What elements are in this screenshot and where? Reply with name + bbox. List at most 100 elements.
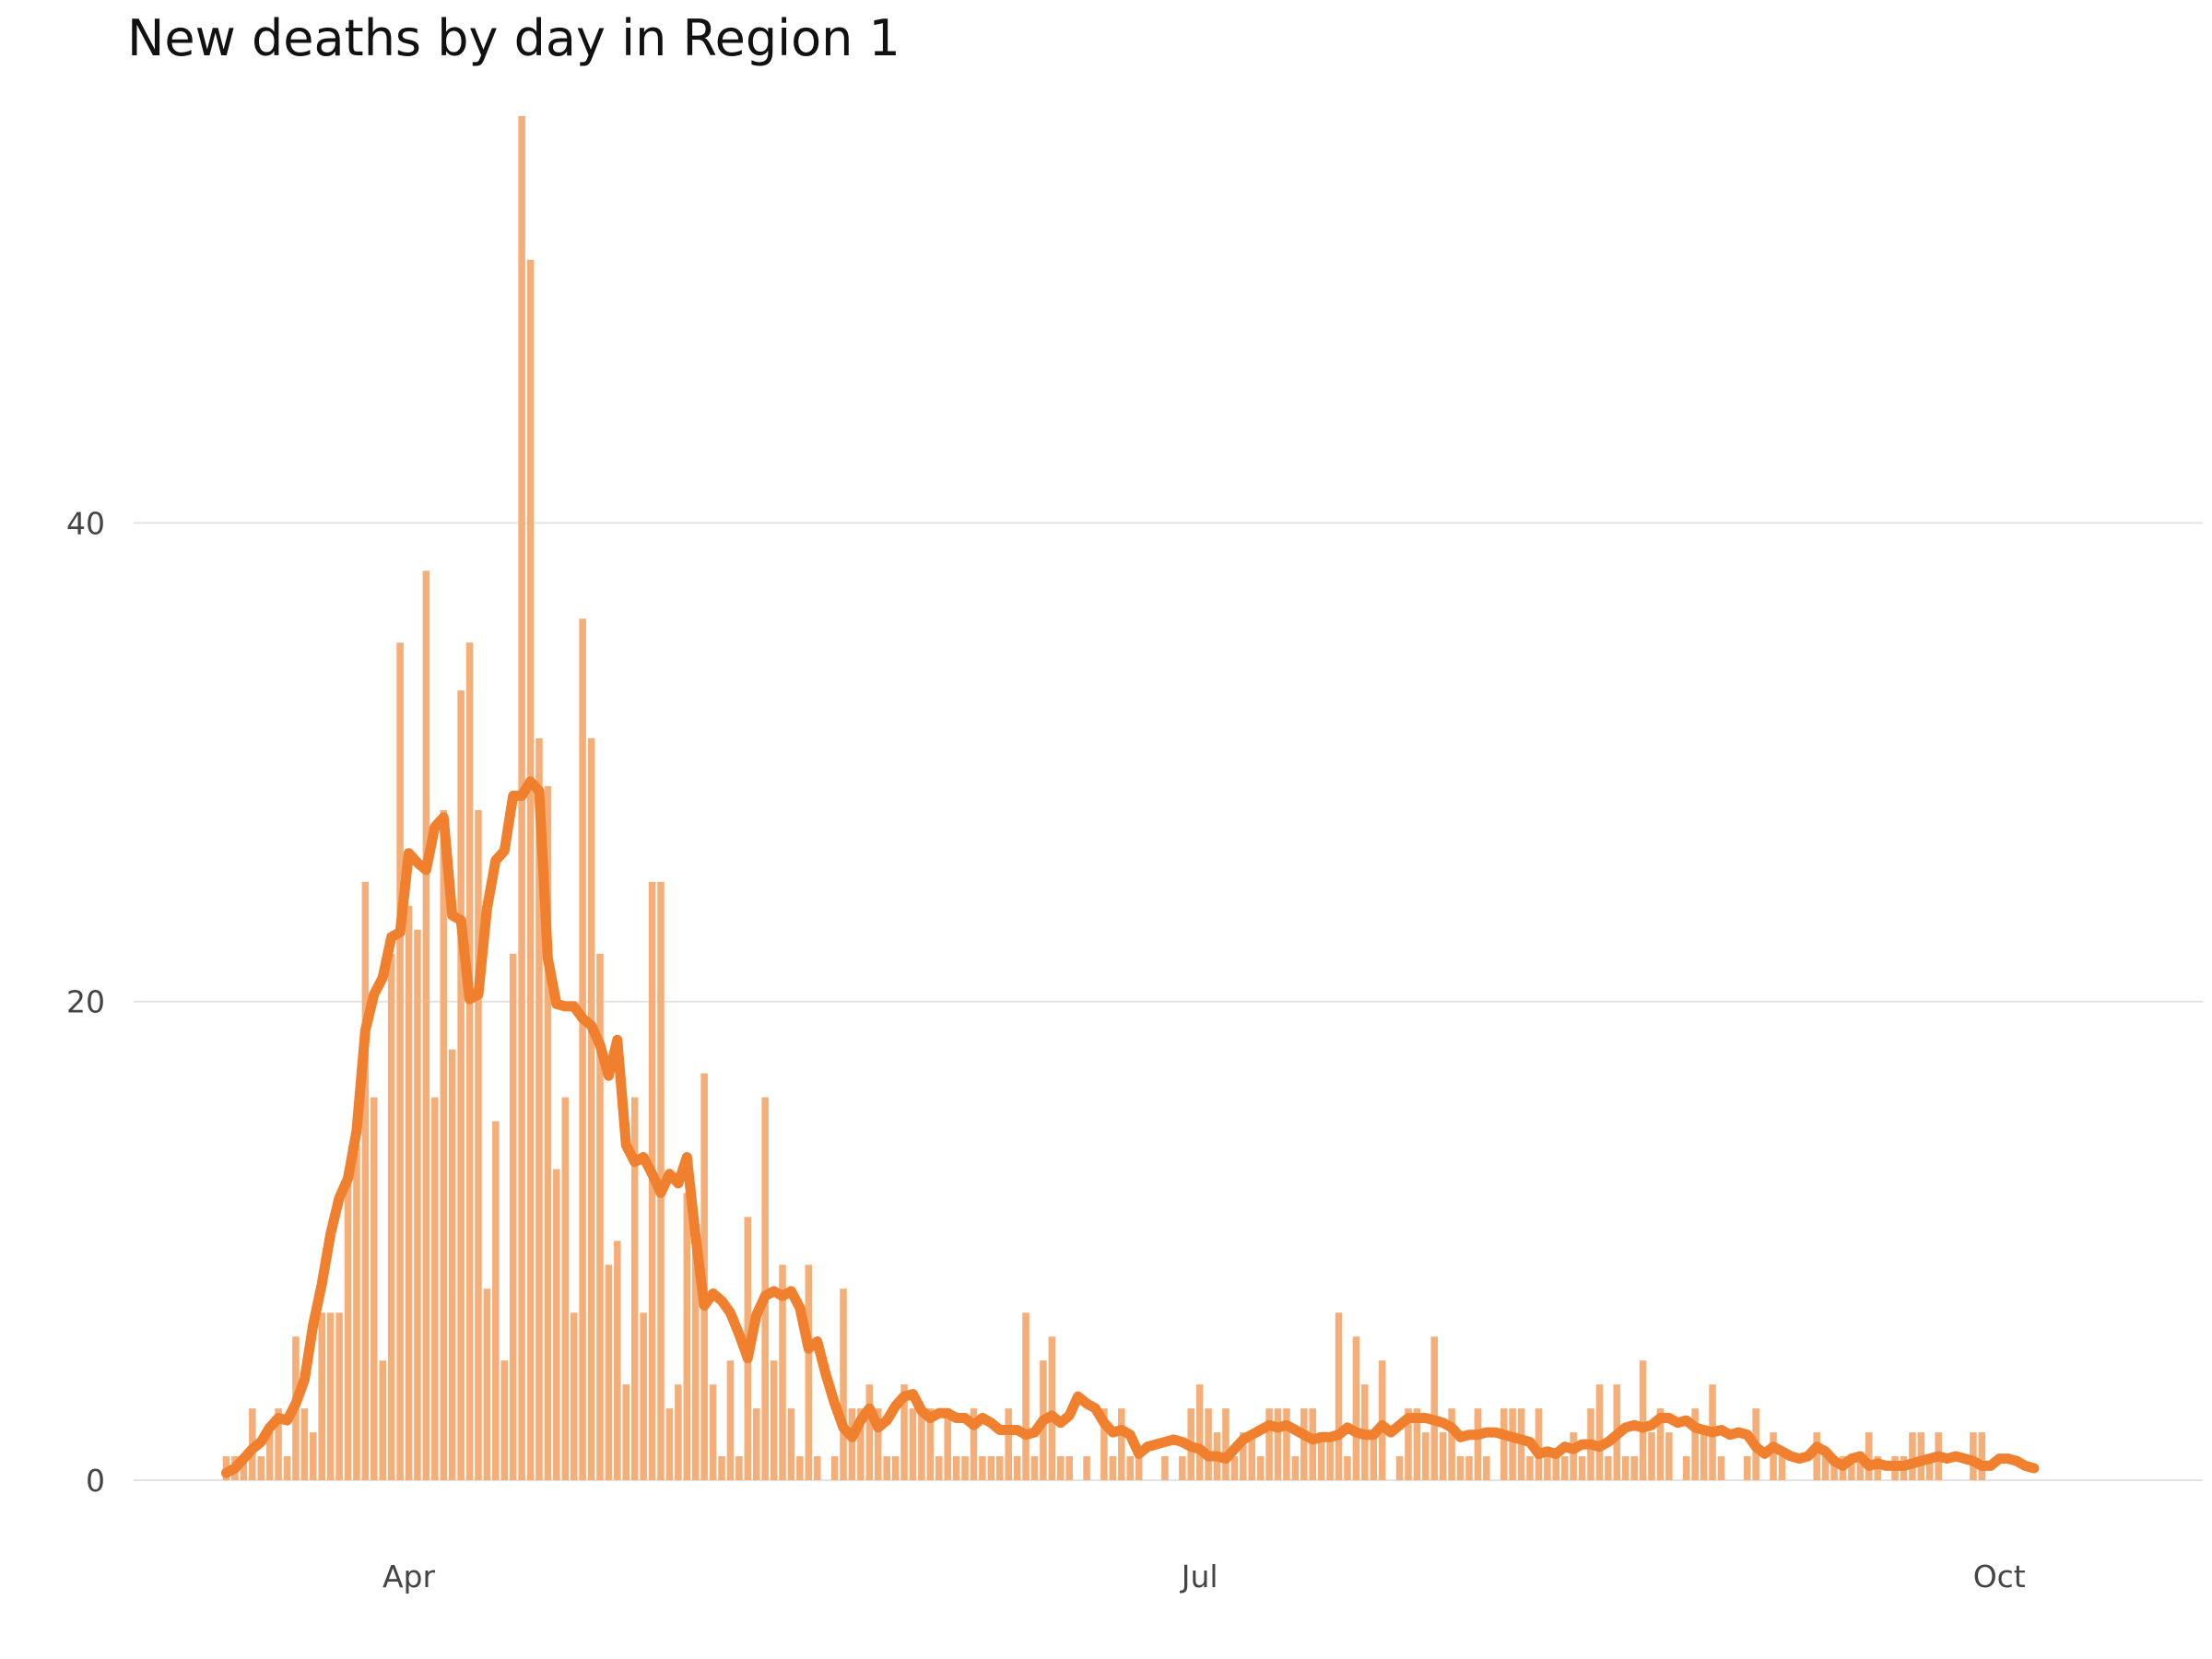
bar-36 bbox=[535, 738, 543, 1480]
rolling-average-line bbox=[221, 776, 2040, 1478]
bar-13 bbox=[335, 1312, 343, 1480]
bar-153 bbox=[1552, 1456, 1560, 1480]
bar-6 bbox=[275, 1408, 282, 1480]
bar-99 bbox=[1083, 1456, 1090, 1480]
bar-179 bbox=[1778, 1456, 1786, 1480]
bar-130 bbox=[1352, 1336, 1360, 1480]
bar-76 bbox=[883, 1456, 890, 1480]
bar-92 bbox=[1022, 1312, 1030, 1480]
bar-39 bbox=[561, 1097, 570, 1480]
bar-2 bbox=[240, 1456, 248, 1480]
bar-89 bbox=[995, 1456, 1004, 1480]
bar-116 bbox=[1230, 1456, 1239, 1480]
chart-title: New deaths by day in Region 1 bbox=[127, 9, 900, 67]
bar-52 bbox=[675, 1384, 682, 1480]
bar-120 bbox=[1265, 1408, 1273, 1480]
bar-48 bbox=[640, 1312, 647, 1480]
x-tick-label-apr: Apr bbox=[382, 1559, 436, 1594]
bar-121 bbox=[1274, 1408, 1282, 1480]
bar-54 bbox=[691, 1241, 700, 1480]
bar-24 bbox=[431, 1097, 439, 1480]
bar-154 bbox=[1560, 1456, 1569, 1480]
bar-30 bbox=[483, 1288, 491, 1480]
bar-175 bbox=[1743, 1456, 1751, 1480]
bar-41 bbox=[579, 618, 586, 1480]
y-tick-label-0: 0 bbox=[86, 1463, 105, 1499]
bar-139 bbox=[1430, 1336, 1439, 1480]
bar-70 bbox=[830, 1456, 839, 1480]
line-series bbox=[221, 776, 2040, 1478]
bar-25 bbox=[440, 810, 448, 1480]
bar-20 bbox=[396, 642, 404, 1480]
bar-141 bbox=[1448, 1408, 1455, 1480]
bar-145 bbox=[1483, 1456, 1490, 1480]
bar-143 bbox=[1465, 1456, 1473, 1480]
bar-117 bbox=[1240, 1432, 1247, 1480]
bar-56 bbox=[709, 1384, 717, 1480]
bar-63 bbox=[770, 1360, 778, 1480]
bar-136 bbox=[1405, 1408, 1412, 1480]
bar-5 bbox=[265, 1432, 274, 1480]
bar-194 bbox=[1909, 1432, 1916, 1480]
bar-10 bbox=[310, 1432, 317, 1480]
bar-12 bbox=[326, 1312, 335, 1480]
x-tick-label-oct: Oct bbox=[1973, 1559, 2026, 1594]
bar-29 bbox=[475, 810, 482, 1480]
bar-77 bbox=[891, 1456, 900, 1480]
bar-61 bbox=[752, 1408, 760, 1480]
bar-108 bbox=[1161, 1456, 1169, 1480]
bar-163 bbox=[1639, 1360, 1647, 1480]
bar-72 bbox=[848, 1408, 856, 1480]
bar-83 bbox=[944, 1408, 951, 1480]
bar-128 bbox=[1335, 1312, 1343, 1480]
bar-59 bbox=[735, 1456, 743, 1480]
bar-17 bbox=[371, 1097, 378, 1480]
bar-53 bbox=[683, 1193, 691, 1480]
bar-44 bbox=[605, 1265, 613, 1480]
bar-28 bbox=[465, 642, 474, 1480]
bar-78 bbox=[900, 1384, 908, 1480]
bar-165 bbox=[1656, 1408, 1665, 1480]
bar-122 bbox=[1283, 1408, 1290, 1480]
bar-155 bbox=[1570, 1432, 1577, 1480]
bar-85 bbox=[961, 1456, 969, 1480]
bar-18 bbox=[379, 1360, 387, 1480]
bar-118 bbox=[1248, 1432, 1256, 1480]
bar-95 bbox=[1048, 1336, 1056, 1480]
bar-113 bbox=[1205, 1408, 1212, 1480]
bar-119 bbox=[1256, 1456, 1265, 1480]
bar-40 bbox=[570, 1312, 578, 1480]
bar-189 bbox=[1865, 1432, 1873, 1480]
bar-137 bbox=[1413, 1408, 1421, 1480]
bar-4 bbox=[257, 1456, 265, 1480]
y-tick-label-20: 20 bbox=[66, 984, 105, 1020]
bar-126 bbox=[1317, 1432, 1325, 1480]
bar-79 bbox=[909, 1408, 917, 1480]
bar-51 bbox=[665, 1408, 674, 1480]
bar-75 bbox=[874, 1408, 882, 1480]
bar-158 bbox=[1595, 1384, 1604, 1480]
bar-156 bbox=[1578, 1456, 1586, 1480]
bar-142 bbox=[1456, 1456, 1465, 1480]
bar-187 bbox=[1848, 1456, 1855, 1480]
bar-88 bbox=[987, 1456, 995, 1480]
bar-86 bbox=[970, 1408, 978, 1480]
bar-66 bbox=[796, 1456, 804, 1480]
bar-172 bbox=[1717, 1456, 1725, 1480]
bar-132 bbox=[1370, 1432, 1378, 1480]
x-axis: Apr Jul Oct bbox=[382, 1559, 2026, 1594]
bar-152 bbox=[1544, 1456, 1551, 1480]
bar-144 bbox=[1474, 1408, 1482, 1480]
bar-47 bbox=[630, 1097, 639, 1480]
x-tick-label-jul: Jul bbox=[1180, 1559, 1218, 1594]
bar-184 bbox=[1821, 1456, 1830, 1480]
bar-19 bbox=[387, 953, 395, 1480]
bar-169 bbox=[1691, 1408, 1699, 1480]
bar-168 bbox=[1682, 1456, 1690, 1480]
bar-188 bbox=[1856, 1456, 1865, 1480]
bar-37 bbox=[544, 786, 552, 1480]
bar-22 bbox=[414, 929, 421, 1480]
bar-80 bbox=[918, 1408, 925, 1480]
bar-102 bbox=[1109, 1456, 1117, 1480]
